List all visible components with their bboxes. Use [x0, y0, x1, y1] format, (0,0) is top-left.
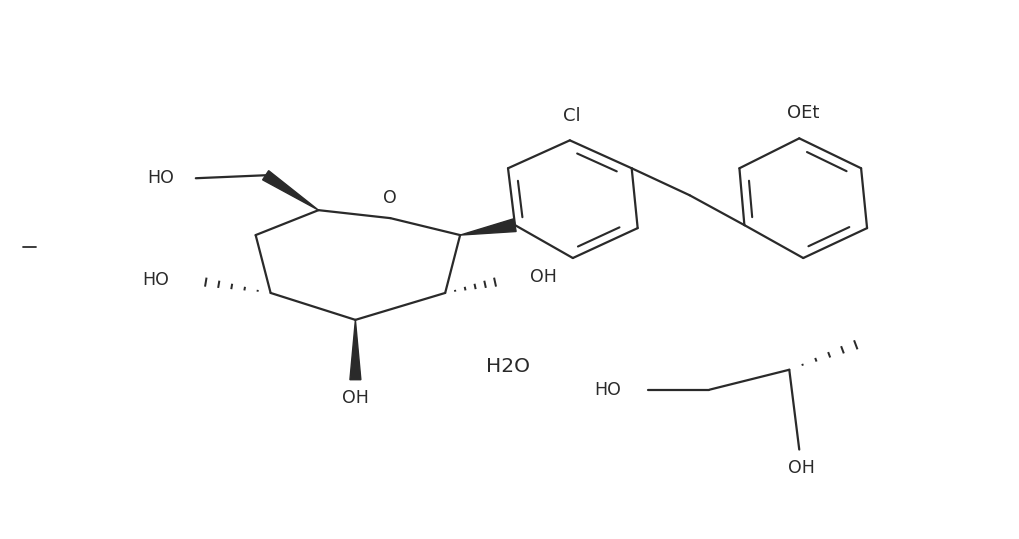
Text: OH: OH — [530, 268, 556, 286]
Text: Cl: Cl — [564, 107, 581, 126]
Polygon shape — [350, 320, 361, 379]
Text: HO: HO — [147, 169, 174, 187]
Text: OH: OH — [788, 459, 814, 478]
Text: OH: OH — [342, 389, 369, 406]
Polygon shape — [461, 219, 517, 235]
Text: OEt: OEt — [787, 105, 819, 122]
Polygon shape — [263, 171, 319, 210]
Text: HO: HO — [594, 381, 621, 399]
Text: O: O — [383, 189, 397, 207]
Text: H2O: H2O — [486, 357, 530, 376]
Text: HO: HO — [142, 271, 169, 289]
